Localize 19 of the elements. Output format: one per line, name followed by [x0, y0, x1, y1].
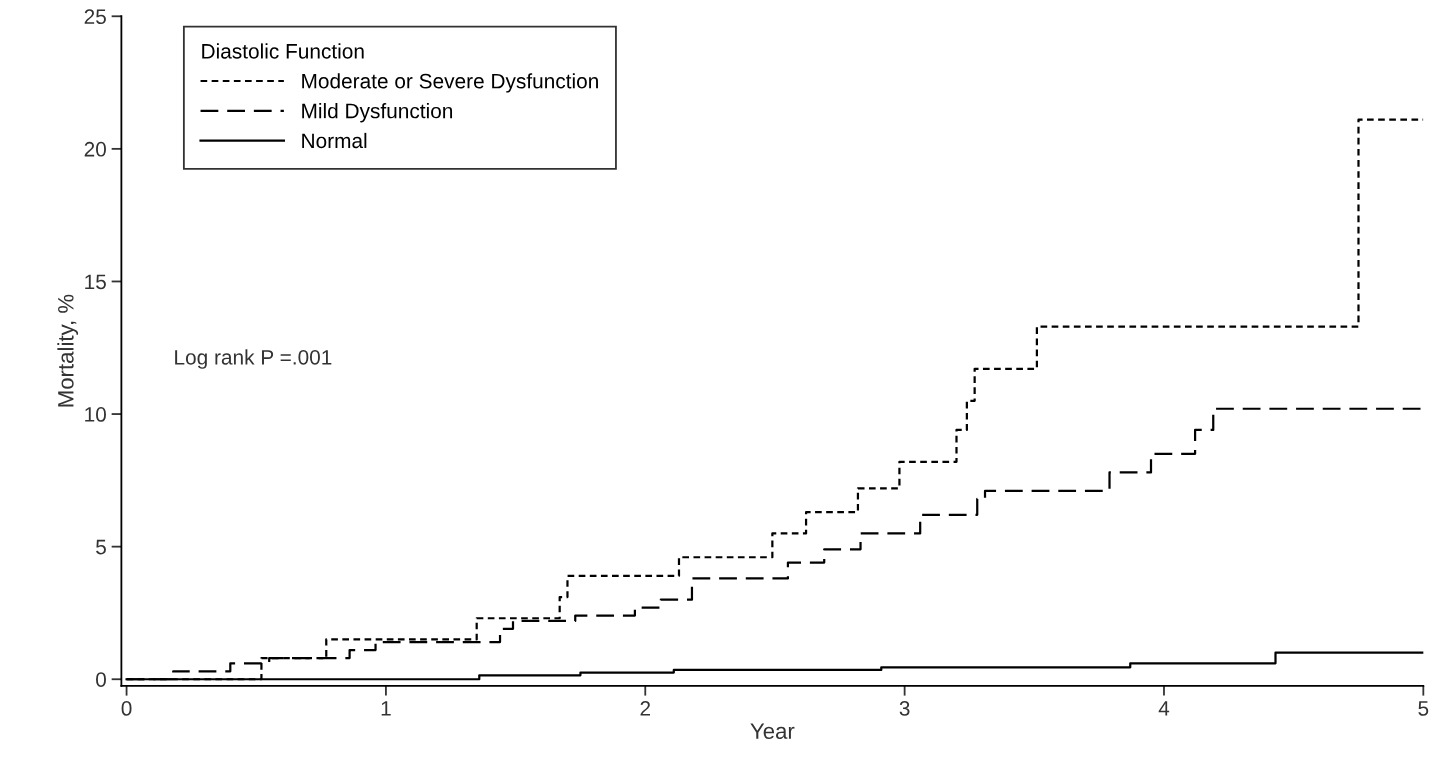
- x-tick-label: 5: [1418, 701, 1429, 716]
- y-tick-label: 5: [96, 539, 106, 555]
- legend-label: Mild Dysfunction: [302, 103, 453, 123]
- x-tick-label: 3: [899, 701, 910, 716]
- y-axis-title: Mortality, %: [57, 294, 79, 407]
- x-tick-label: 1: [381, 701, 391, 716]
- x-tick-label: 4: [1158, 701, 1170, 716]
- x-axis-title: Year: [750, 723, 795, 739]
- legend-title: Diastolic Function: [202, 43, 364, 59]
- x-tick-label: 2: [640, 701, 651, 716]
- y-tick-label: 20: [84, 141, 106, 157]
- x-tick-label: 0: [121, 701, 132, 716]
- legend-label: Moderate or Severe Dysfunction: [302, 73, 598, 93]
- y-tick-label: 0: [96, 672, 106, 687]
- annotation: Log rank P =.001: [175, 349, 332, 369]
- legend-label: Normal: [302, 132, 367, 149]
- y-tick-label: 25: [84, 9, 106, 25]
- y-tick-label: 15: [85, 274, 106, 290]
- y-tick-label: 10: [85, 407, 106, 422]
